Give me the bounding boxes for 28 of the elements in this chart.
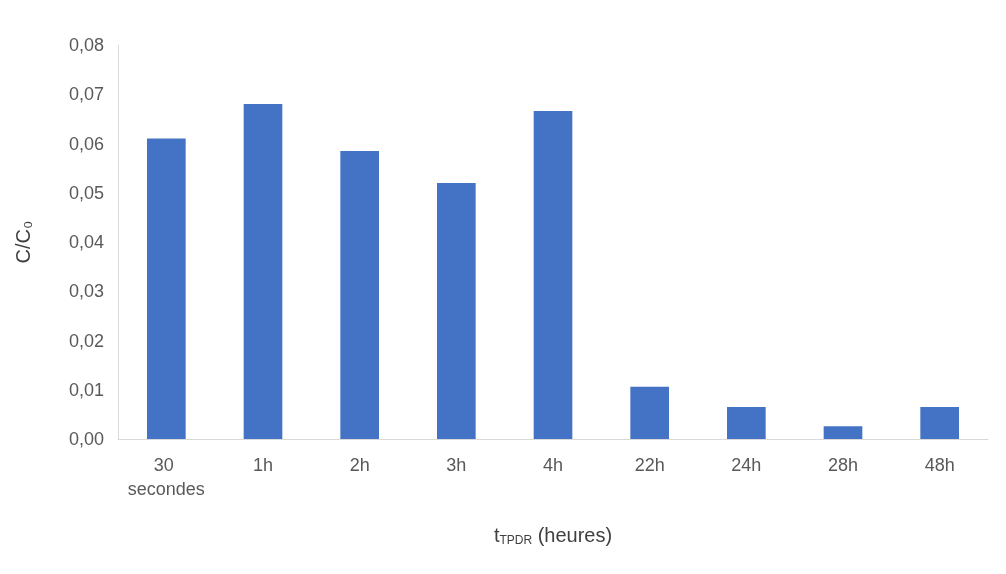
x-tick-label: 48h [924, 455, 955, 475]
bar [437, 182, 476, 439]
y-axis-title: C/C₀ [12, 220, 34, 264]
y-tick-label: 0,04 [68, 232, 104, 252]
bar [727, 406, 766, 439]
bar [147, 138, 186, 439]
y-tick-label: 0,00 [68, 429, 104, 449]
y-tick-label: 0,06 [68, 133, 104, 154]
x-tick-label: 30 secondes [127, 455, 205, 499]
x-tick-label: 28h [827, 455, 859, 475]
x-tick-label: 24h [731, 455, 762, 475]
x-tick-label: 1h [252, 455, 274, 475]
bar [920, 406, 959, 439]
x-tick-label: 4h [542, 455, 564, 475]
x-tick-label: 22h [634, 455, 665, 475]
bar [243, 104, 283, 439]
bar [630, 386, 669, 439]
x-tick-label: 3h [446, 455, 467, 475]
bar [533, 111, 573, 439]
y-tick-label: 0,02 [68, 330, 104, 351]
y-tick-label: 0,05 [68, 182, 104, 203]
bar [823, 426, 863, 439]
y-tick-label: 0,07 [68, 84, 104, 105]
x-tick-label: 2h [349, 455, 370, 475]
y-tick-label: 0,08 [68, 35, 104, 55]
y-tick-label: 0,01 [68, 379, 104, 400]
bar [340, 150, 379, 439]
y-tick-label: 0,03 [68, 281, 104, 302]
